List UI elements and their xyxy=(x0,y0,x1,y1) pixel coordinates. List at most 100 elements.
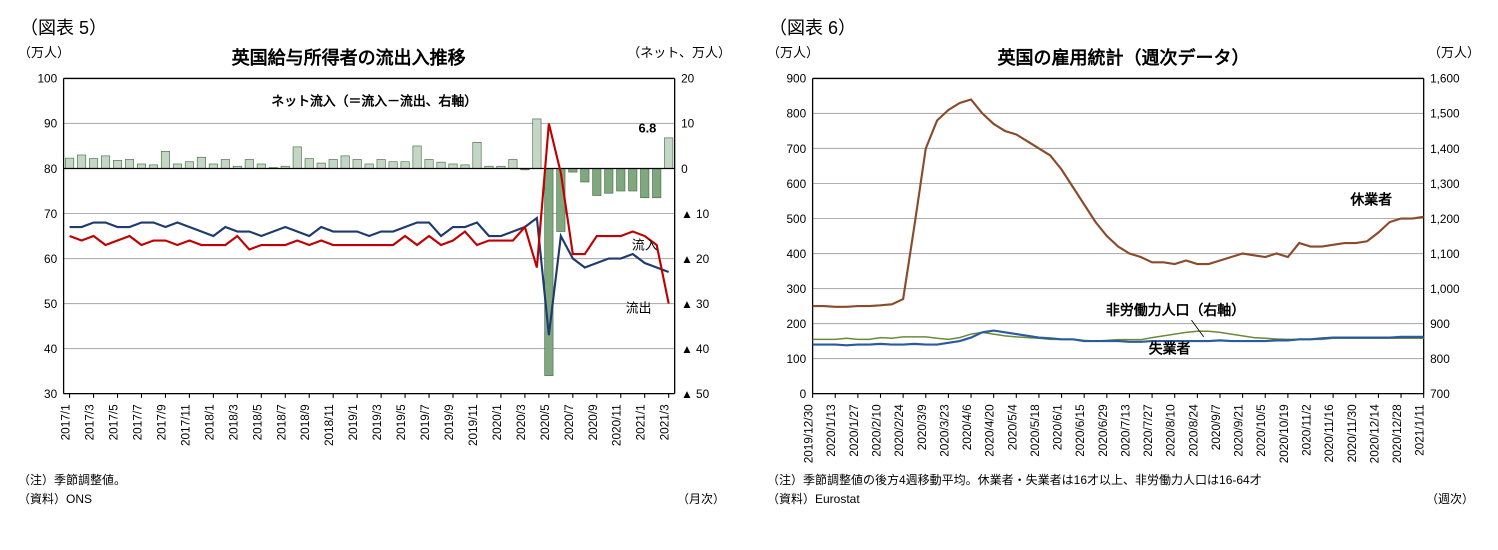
svg-text:2020/3: 2020/3 xyxy=(515,404,528,440)
svg-text:900: 900 xyxy=(1430,318,1450,331)
svg-text:80: 80 xyxy=(44,163,58,176)
chart6-unit-row: （万人） 英国の雇用統計（週次データ） （万人） xyxy=(759,42,1488,72)
svg-text:300: 300 xyxy=(787,283,807,296)
chart6-svg: 01002003004005006007008009007008009001,0… xyxy=(759,72,1488,469)
chart5-unit-row: （万人） 英国給与所得者の流出入推移 （ネット、万人） xyxy=(10,42,739,72)
chart6-figure-label: （図表 6） xyxy=(769,14,1488,40)
chart6-plot-wrap: 01002003004005006007008009007008009001,0… xyxy=(759,72,1488,469)
svg-text:2019/7: 2019/7 xyxy=(419,404,432,440)
svg-text:1,600: 1,600 xyxy=(1430,73,1460,86)
chart6-note1: （注）季節調整値の後方4週移動平均。休業者・失業者は16才以上、非労働力人口は1… xyxy=(767,471,1488,488)
svg-text:▲ 40: ▲ 40 xyxy=(681,343,709,356)
svg-text:200: 200 xyxy=(787,318,807,331)
svg-text:1,000: 1,000 xyxy=(1430,283,1460,296)
svg-text:2021/1/11: 2021/1/11 xyxy=(1414,404,1427,456)
svg-text:700: 700 xyxy=(1430,388,1450,401)
svg-text:2020/1: 2020/1 xyxy=(491,404,504,440)
svg-text:流入: 流入 xyxy=(632,238,658,253)
chart5-right-unit: （ネット、万人） xyxy=(627,42,731,72)
svg-text:2020/4/6: 2020/4/6 xyxy=(961,404,974,450)
svg-text:1,200: 1,200 xyxy=(1430,213,1460,226)
svg-text:▲ 20: ▲ 20 xyxy=(681,253,709,266)
svg-text:2019/12/30: 2019/12/30 xyxy=(803,404,816,463)
svg-text:2018/3: 2018/3 xyxy=(227,404,240,440)
svg-text:2020/2/10: 2020/2/10 xyxy=(871,404,884,457)
svg-text:6.8: 6.8 xyxy=(638,120,656,135)
chart6-xaxis-label: （週次） xyxy=(1426,490,1474,507)
svg-text:0: 0 xyxy=(800,388,807,401)
svg-text:2018/1: 2018/1 xyxy=(203,404,216,440)
svg-text:2018/5: 2018/5 xyxy=(251,404,264,440)
svg-text:50: 50 xyxy=(44,298,58,311)
svg-text:2019/3: 2019/3 xyxy=(371,404,384,440)
svg-text:2017/3: 2017/3 xyxy=(84,404,97,440)
svg-text:2020/1/13: 2020/1/13 xyxy=(825,404,838,457)
svg-text:800: 800 xyxy=(787,108,807,121)
svg-text:2020/6/15: 2020/6/15 xyxy=(1074,404,1087,457)
svg-text:2020/1/27: 2020/1/27 xyxy=(848,404,861,456)
svg-text:失業者: 失業者 xyxy=(1149,340,1191,356)
svg-text:2020/5/18: 2020/5/18 xyxy=(1029,404,1042,457)
svg-text:2021/1: 2021/1 xyxy=(635,404,648,440)
svg-text:1,300: 1,300 xyxy=(1430,178,1460,191)
svg-text:70: 70 xyxy=(44,208,58,221)
svg-text:2018/7: 2018/7 xyxy=(275,404,288,440)
svg-text:2020/7/27: 2020/7/27 xyxy=(1142,404,1155,456)
svg-text:2020/8/10: 2020/8/10 xyxy=(1165,404,1178,457)
svg-text:400: 400 xyxy=(787,248,807,261)
chart6-title: 英国の雇用統計（週次データ） xyxy=(998,44,1250,70)
svg-text:0: 0 xyxy=(681,163,688,176)
svg-text:2020/2/24: 2020/2/24 xyxy=(893,404,906,457)
svg-text:700: 700 xyxy=(787,143,807,156)
svg-text:2020/7/13: 2020/7/13 xyxy=(1119,404,1132,457)
svg-text:2020/7: 2020/7 xyxy=(563,404,576,440)
svg-text:▲ 10: ▲ 10 xyxy=(681,208,709,221)
svg-text:2020/8/24: 2020/8/24 xyxy=(1187,404,1200,457)
svg-text:2017/1: 2017/1 xyxy=(60,404,73,440)
svg-text:10: 10 xyxy=(681,118,695,131)
svg-text:2020/10/5: 2020/10/5 xyxy=(1255,404,1268,457)
svg-text:100: 100 xyxy=(38,73,58,86)
chart5-note1: （注）季節調整値。 xyxy=(18,471,739,488)
svg-text:2020/11/30: 2020/11/30 xyxy=(1346,404,1359,463)
svg-text:2020/5/4: 2020/5/4 xyxy=(1006,404,1019,450)
svg-text:2020/11/16: 2020/11/16 xyxy=(1323,404,1336,463)
chart6-left-unit: （万人） xyxy=(767,42,819,72)
chart6-right-unit: （万人） xyxy=(1428,42,1480,72)
svg-text:ネット流入（＝流入－流出、右軸）: ネット流入（＝流入－流出、右軸） xyxy=(271,93,477,108)
svg-text:2020/4/20: 2020/4/20 xyxy=(984,404,997,457)
svg-text:90: 90 xyxy=(44,118,58,131)
svg-text:1,100: 1,100 xyxy=(1430,248,1460,261)
svg-text:2020/11: 2020/11 xyxy=(611,404,624,446)
chart5-panel: （図表 5） （万人） 英国給与所得者の流出入推移 （ネット、万人） 30405… xyxy=(10,10,739,507)
svg-text:2017/9: 2017/9 xyxy=(155,404,168,440)
svg-text:2017/5: 2017/5 xyxy=(108,404,121,440)
svg-text:2020/6/1: 2020/6/1 xyxy=(1052,404,1065,450)
svg-text:2020/12/14: 2020/12/14 xyxy=(1368,404,1381,463)
svg-text:1,400: 1,400 xyxy=(1430,143,1460,156)
svg-text:60: 60 xyxy=(44,253,58,266)
svg-text:2020/11/2: 2020/11/2 xyxy=(1301,404,1314,456)
svg-text:2020/5: 2020/5 xyxy=(539,404,552,440)
svg-text:2018/9: 2018/9 xyxy=(299,404,312,440)
svg-text:2020/9: 2020/9 xyxy=(587,404,600,440)
svg-text:2021/3: 2021/3 xyxy=(659,404,672,440)
svg-text:休業者: 休業者 xyxy=(1349,192,1392,208)
svg-text:流出: 流出 xyxy=(626,301,652,316)
charts-row: （図表 5） （万人） 英国給与所得者の流出入推移 （ネット、万人） 30405… xyxy=(10,10,1488,507)
svg-text:2018/11: 2018/11 xyxy=(323,404,336,446)
svg-text:40: 40 xyxy=(44,343,58,356)
svg-text:20: 20 xyxy=(681,73,695,86)
svg-text:30: 30 xyxy=(44,388,58,401)
svg-text:2019/1: 2019/1 xyxy=(347,404,360,440)
svg-text:2019/9: 2019/9 xyxy=(443,404,456,440)
svg-text:100: 100 xyxy=(787,353,807,366)
chart5-xaxis-label: （月次） xyxy=(677,490,725,507)
svg-text:2020/3/9: 2020/3/9 xyxy=(916,404,929,450)
svg-text:2020/12/28: 2020/12/28 xyxy=(1391,404,1404,463)
chart6-note2: （資料）Eurostat xyxy=(767,490,860,507)
svg-text:2020/6/29: 2020/6/29 xyxy=(1097,404,1110,456)
chart5-svg: 30405060708090100▲ 50▲ 40▲ 30▲ 20▲ 10010… xyxy=(10,72,739,469)
chart5-left-unit: （万人） xyxy=(18,42,70,72)
chart5-title: 英国給与所得者の流出入推移 xyxy=(232,44,466,70)
